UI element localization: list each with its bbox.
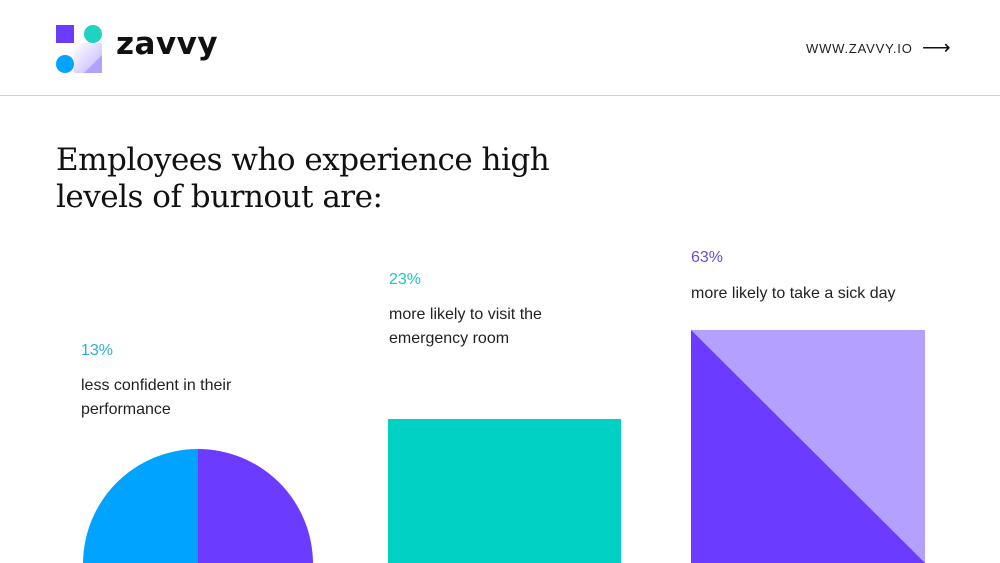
stat-value-2: 23% [389,271,422,288]
header: zavvy WWW.ZAVVY.IO ⟶ [0,0,1000,96]
square-triangle [691,330,925,563]
square-graphic [691,330,925,563]
semicircle-left [83,449,198,563]
zavvy-logo-icon [56,25,102,73]
rectangle-graphic [388,419,621,563]
stat-label-3: more likely to take a sick day [691,285,896,302]
stat-value-3: 63% [691,249,724,266]
semicircle-graphic [83,449,313,563]
stat-label-1: less confident in their performance [81,377,232,418]
stat-label-2: more likely to visit the emergency room [389,306,542,347]
page-title: Employees who experience high levels of … [56,142,550,215]
semicircle-right [198,449,313,563]
arrow-right-icon[interactable]: ⟶ [922,37,951,59]
website-link[interactable]: WWW.ZAVVY.IO [806,41,913,56]
stat-value-1: 13% [81,342,114,359]
brand-name: zavvy [116,26,219,62]
